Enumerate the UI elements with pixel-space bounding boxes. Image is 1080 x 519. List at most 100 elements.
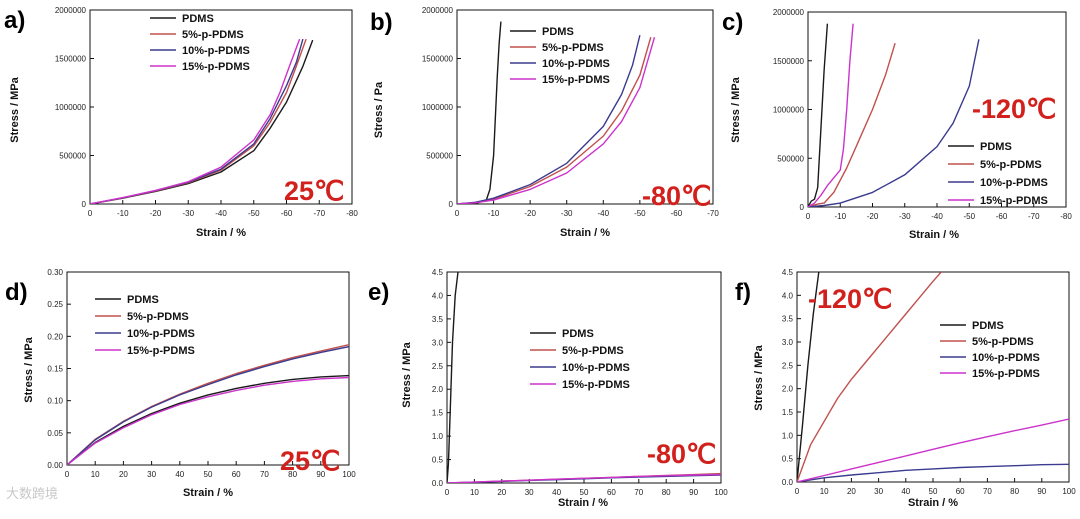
series-line-15pct-p-PDMS <box>797 418 1069 482</box>
x-tick-label: 20 <box>497 488 506 497</box>
panel-label: d) <box>5 279 28 306</box>
series-line-10pct-p-PDMS <box>457 35 641 204</box>
x-tick-label: 30 <box>525 488 534 497</box>
y-tick-label: 3.0 <box>432 338 444 347</box>
legend: PDMS 5%-p-PDMS 10%-p-PDMS 15%-p-PDMS <box>510 26 610 86</box>
x-tick-label: 60 <box>956 487 965 496</box>
y-tick-label: 4.0 <box>782 291 794 300</box>
legend: PDMS 5%-p-PDMS 10%-p-PDMS 15%-p-PDMS <box>150 13 250 73</box>
x-tick-label: 20 <box>847 487 856 496</box>
legend-label: 5%-p-PDMS <box>542 42 604 54</box>
series-line-10pct-p-PDMS <box>67 345 349 465</box>
temperature-label: -80℃ <box>647 439 716 469</box>
y-axis-label: Stress / Pa <box>373 81 385 138</box>
y-tick-label: 2.0 <box>782 385 794 394</box>
y-tick-label: 4.5 <box>432 268 444 277</box>
x-tick-label: -70 <box>1028 212 1040 221</box>
x-tick-label: 60 <box>232 470 241 479</box>
legend-label: 5%-p-PDMS <box>127 311 189 323</box>
series-line-10pct-p-PDMS <box>808 39 980 207</box>
y-tick-label: 3.5 <box>782 315 794 324</box>
x-tick-label: -30 <box>182 209 194 218</box>
x-tick-label: 100 <box>714 488 728 497</box>
series-line-5pct-p-PDMS <box>808 42 896 207</box>
x-tick-label: 0 <box>65 470 70 479</box>
x-tick-label: 50 <box>580 488 589 497</box>
chart-a: 0 -10 -20 -30 -40 -50 -60 -70 -80 0 500000 1000000 1… <box>4 6 358 239</box>
x-tick-label: -20 <box>150 209 162 218</box>
legend-label: PDMS <box>182 13 214 25</box>
x-axis-label: Strain / % <box>560 227 610 239</box>
x-tick-label: -50 <box>248 209 260 218</box>
x-tick-label: 30 <box>147 470 156 479</box>
x-tick-label: -80 <box>346 209 358 218</box>
y-axis-label: Stress / MPa <box>9 76 21 142</box>
legend-label: 5%-p-PDMS <box>562 345 624 357</box>
x-tick-label: 0 <box>806 212 811 221</box>
y-tick-label: 1000000 <box>55 103 87 112</box>
legend-label: 10%-p-PDMS <box>542 58 610 70</box>
y-tick-label: 0.10 <box>47 397 63 406</box>
series-line-PDMS <box>797 272 820 482</box>
series-group <box>90 38 314 204</box>
series-line-PDMS <box>447 272 459 483</box>
series-line-15pct-p-PDMS <box>457 37 656 204</box>
y-tick-label: 1500000 <box>55 55 87 64</box>
x-tick-label: 90 <box>689 488 698 497</box>
y-tick-label: 500000 <box>59 152 86 161</box>
y-tick-label: 0.00 <box>47 461 63 470</box>
x-tick-label: 0 <box>455 209 460 218</box>
y-tick-label: 2.5 <box>782 361 794 370</box>
x-tick-label: -20 <box>524 209 536 218</box>
x-tick-label: 60 <box>607 488 616 497</box>
series-group <box>457 21 656 204</box>
x-axis-label: Strain / % <box>558 497 608 509</box>
y-tick-label: 1.0 <box>782 431 794 440</box>
y-tick-label: 0 <box>800 203 805 212</box>
series-line-15pct-p-PDMS <box>447 473 721 483</box>
x-tick-label: -30 <box>899 212 911 221</box>
y-tick-label: 0.5 <box>432 456 444 465</box>
legend-label: 10%-p-PDMS <box>562 362 630 374</box>
legend: PDMS 5%-p-PDMS 10%-p-PDMS 15%-p-PDMS <box>95 294 195 357</box>
x-tick-label: -60 <box>671 209 683 218</box>
y-tick-label: 1000000 <box>422 103 454 112</box>
watermark: 大数跨境 <box>6 486 59 501</box>
x-tick-label: -50 <box>963 212 975 221</box>
x-tick-label: 0 <box>88 209 93 218</box>
chart-d: 0 10 20 30 40 50 60 70 80 90 100 0.00 0.05 0.10 0.15 0.… <box>5 268 356 499</box>
x-tick-label: -40 <box>931 212 943 221</box>
x-tick-label: 80 <box>1010 487 1019 496</box>
y-tick-label: 2.0 <box>432 385 444 394</box>
x-tick-label: 20 <box>119 470 128 479</box>
y-tick-label: 4.0 <box>432 291 444 300</box>
chart-f: 0 10 20 30 40 50 60 70 80 90 100 0.0 0.5 1.0 1.5 2.0 2.5… <box>735 268 1076 509</box>
y-tick-label: 1000000 <box>773 106 805 115</box>
panel-label: c) <box>722 9 743 36</box>
legend-label: PDMS <box>972 320 1004 332</box>
legend-label: PDMS <box>127 294 159 306</box>
temperature-label: 25℃ <box>284 176 344 206</box>
x-axis-label: Strain / % <box>196 227 246 239</box>
x-tick-label: 100 <box>1062 487 1076 496</box>
x-tick-label: -40 <box>215 209 227 218</box>
y-tick-label: 3.0 <box>782 338 794 347</box>
y-tick-label: 2000000 <box>422 6 454 15</box>
x-tick-label: 80 <box>288 470 297 479</box>
series-group <box>447 272 721 483</box>
temperature-label: 25℃ <box>280 446 340 476</box>
y-tick-label: 4.5 <box>782 268 794 277</box>
legend-label: 15%-p-PDMS <box>980 195 1048 207</box>
panel-label: a) <box>4 7 25 34</box>
series-line-PDMS <box>808 23 829 207</box>
legend-label: PDMS <box>980 141 1012 153</box>
y-tick-label: 1.5 <box>782 408 794 417</box>
y-axis-label: Stress / MPa <box>753 344 765 410</box>
x-tick-label: 10 <box>820 487 829 496</box>
y-axis-label: Stress / MPa <box>23 336 35 402</box>
x-axis-label: Strain / % <box>183 487 233 499</box>
legend-label: 15%-p-PDMS <box>562 379 630 391</box>
y-tick-label: 2.5 <box>432 362 444 371</box>
y-tick-label: 0.20 <box>47 332 63 341</box>
